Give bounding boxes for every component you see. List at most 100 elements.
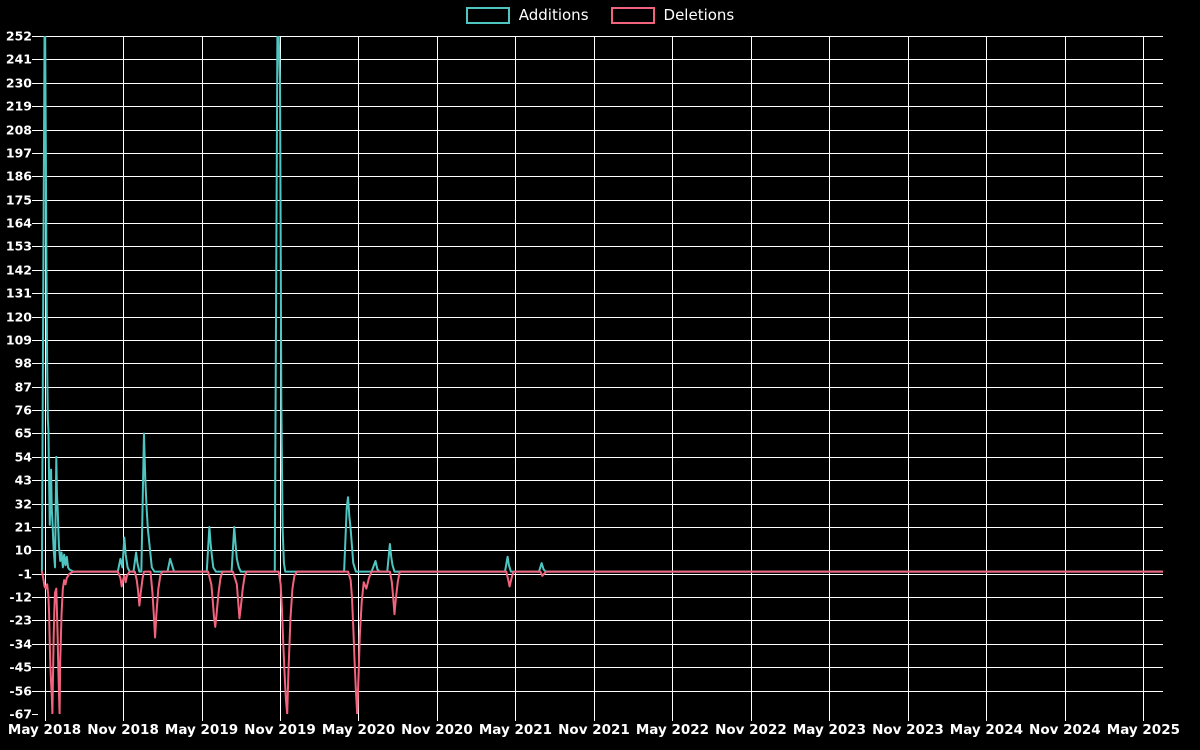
x-axis-tick-label: May 2024 xyxy=(949,722,1023,738)
x-axis-tick-label: May 2021 xyxy=(478,722,553,738)
y-axis-tick-mark xyxy=(32,293,38,294)
x-axis-labels: May 2018 Nov 2018 May 2019 Nov 2019 May 2020… xyxy=(0,722,1200,748)
legend-item-deletions[interactable]: Deletions xyxy=(610,5,735,24)
x-axis-tick-mark xyxy=(672,714,673,721)
y-axis-tick-label: 153 xyxy=(5,238,32,254)
y-axis-tick-mark xyxy=(32,246,38,247)
legend-item-additions[interactable]: Additions xyxy=(465,5,589,24)
x-axis-tick-mark xyxy=(437,714,438,721)
y-axis-tick-label: 252 xyxy=(5,28,32,44)
y-axis-tick-mark xyxy=(32,223,38,224)
y-axis-tick-mark xyxy=(32,387,38,388)
y-axis-tick-label: 164 xyxy=(5,215,32,231)
y-axis-tick-mark xyxy=(32,433,38,434)
y-axis-tick-label: 230 xyxy=(5,75,32,91)
x-axis-tick-label: May 2025 xyxy=(1106,722,1180,738)
y-axis-tick-label: 109 xyxy=(5,332,32,348)
y-axis-tick-mark xyxy=(32,36,38,37)
x-axis-ticks xyxy=(38,714,1163,721)
x-axis-tick-label: Nov 2021 xyxy=(558,722,630,738)
y-axis-tick-mark xyxy=(32,691,38,692)
y-axis-tick-label: 76 xyxy=(14,402,32,418)
x-axis-tick-mark xyxy=(358,714,359,721)
y-axis-tick-mark xyxy=(32,457,38,458)
y-axis-tick-mark xyxy=(32,200,38,201)
x-axis-tick-label: Nov 2020 xyxy=(401,722,473,738)
x-axis-tick-label: Nov 2024 xyxy=(1029,722,1101,738)
legend-label-deletions: Deletions xyxy=(663,5,735,24)
y-axis-tick-mark xyxy=(32,59,38,60)
y-axis-tick-label: 120 xyxy=(5,309,32,325)
y-axis-tick-mark xyxy=(32,363,38,364)
y-axis-tick-mark xyxy=(32,340,38,341)
y-axis-tick-label: 87 xyxy=(14,379,32,395)
x-axis-tick-label: Nov 2023 xyxy=(872,722,944,738)
y-axis-tick-mark xyxy=(32,410,38,411)
y-axis-tick-label: 197 xyxy=(5,145,32,161)
y-axis-tick-label: 241 xyxy=(5,51,32,67)
x-axis-tick-mark xyxy=(280,714,281,721)
y-axis-tick-label: -45 xyxy=(9,659,32,675)
y-axis-tick-label: -56 xyxy=(9,683,32,699)
y-axis-tick-label: 43 xyxy=(14,472,32,488)
x-axis-tick-mark xyxy=(45,714,46,721)
x-axis-tick-label: May 2023 xyxy=(792,722,867,738)
x-axis-tick-label: Nov 2019 xyxy=(244,722,316,738)
x-axis-tick-mark xyxy=(123,714,124,721)
x-axis-tick-label: May 2019 xyxy=(164,722,239,738)
y-axis-tick-mark xyxy=(32,153,38,154)
y-axis-tick-mark xyxy=(32,480,38,481)
y-axis-tick-mark xyxy=(32,667,38,668)
x-axis-tick-mark xyxy=(594,714,595,721)
y-axis-tick-label: 32 xyxy=(14,496,32,512)
y-axis-tick-label: 54 xyxy=(14,449,32,465)
x-axis-tick-mark xyxy=(515,714,516,721)
y-axis-tick-label: 21 xyxy=(14,519,32,535)
x-axis-tick-label: Nov 2022 xyxy=(715,722,787,738)
y-axis-tick-mark xyxy=(32,597,38,598)
y-axis-tick-mark xyxy=(32,620,38,621)
x-axis-tick-label: May 2022 xyxy=(635,722,710,738)
y-axis-tick-label: 65 xyxy=(14,425,32,441)
y-axis-labels: 252 241 230 219 208 197 186 175 164 153 142 131 120 1… xyxy=(0,29,32,722)
y-axis-ticks xyxy=(32,36,38,715)
y-axis-tick-label: 186 xyxy=(5,168,32,184)
deletions-color-swatch xyxy=(610,6,655,24)
data-series-layer xyxy=(40,36,1163,714)
y-axis-tick-mark xyxy=(32,83,38,84)
y-axis-tick-mark xyxy=(32,106,38,107)
y-axis-tick-mark xyxy=(32,644,38,645)
y-axis-tick-label: -12 xyxy=(9,589,32,605)
x-axis-tick-label: May 2018 xyxy=(7,722,82,738)
plot-area xyxy=(38,36,1163,714)
y-axis-tick-label: 131 xyxy=(5,285,32,301)
x-axis-tick-mark xyxy=(202,714,203,721)
y-axis-tick-label: -23 xyxy=(9,612,32,628)
y-axis-tick-mark xyxy=(32,270,38,271)
additions-color-swatch xyxy=(465,6,510,24)
y-axis-tick-mark xyxy=(32,714,38,715)
x-axis-tick-mark xyxy=(908,714,909,721)
series-line-deletions xyxy=(40,570,1163,714)
x-axis-tick-label: Nov 2018 xyxy=(87,722,159,738)
chart-legend: Additions Deletions xyxy=(0,0,1200,30)
grid-lines xyxy=(38,36,1163,714)
y-axis-tick-label: -67 xyxy=(9,706,32,722)
y-axis-tick-label: 175 xyxy=(5,192,32,208)
legend-label-additions: Additions xyxy=(518,5,589,24)
x-axis-tick-mark xyxy=(829,714,830,721)
y-axis-tick-mark xyxy=(32,176,38,177)
y-axis-tick-label: 10 xyxy=(14,542,32,558)
x-axis-tick-label: May 2020 xyxy=(321,722,396,738)
y-axis-tick-mark xyxy=(32,130,38,131)
y-axis-tick-label: 219 xyxy=(5,98,32,114)
x-axis-tick-mark xyxy=(1065,714,1066,721)
y-axis-tick-mark xyxy=(32,317,38,318)
y-axis-tick-label: -34 xyxy=(9,636,32,652)
series-line-additions xyxy=(40,36,1163,573)
y-axis-tick-label: 98 xyxy=(14,355,32,371)
y-axis-tick-mark xyxy=(32,504,38,505)
y-axis-tick-label: 142 xyxy=(5,262,32,278)
x-axis-tick-mark xyxy=(751,714,752,721)
